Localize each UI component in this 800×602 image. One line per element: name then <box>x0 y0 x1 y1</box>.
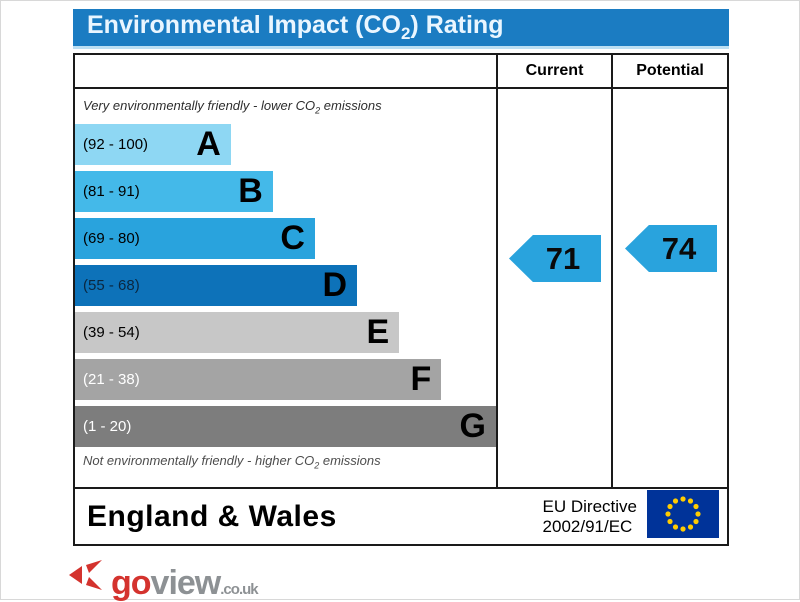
eu-flag-icon <box>647 490 719 543</box>
band-letter: G <box>459 407 486 446</box>
potential-rating-arrow: 74 <box>625 225 717 272</box>
goview-arrow-icon <box>65 557 105 598</box>
chart-title-bar: Environmental Impact (CO2) Rating <box>73 9 729 49</box>
current-rating-arrow: 71 <box>509 235 601 282</box>
band-row-a: (92 - 100) A <box>75 123 231 165</box>
band-row-c: (69 - 80) C <box>75 217 315 259</box>
band-letter: F <box>410 360 432 399</box>
table-footer-row: England & Wales EU Directive 2002/91/EC <box>75 489 727 544</box>
rating-table: Current Potential Very environmentally f… <box>73 53 729 546</box>
band-range: (69 - 80) <box>83 229 140 247</box>
potential-rating-value: 74 <box>661 230 697 266</box>
rating-arrow-shape: 74 <box>625 225 717 272</box>
band-letter: B <box>238 172 263 211</box>
chart-title: Environmental Impact (CO2) Rating <box>87 11 504 43</box>
eu-directive-label: EU Directive 2002/91/EC <box>542 496 637 536</box>
band-letter: E <box>366 313 390 352</box>
band-row-g: (1 - 20) G <box>75 405 496 447</box>
header-cell-current: Current <box>496 55 611 87</box>
header-cell-potential: Potential <box>611 55 727 87</box>
potential-column: 74 <box>611 89 727 487</box>
band-row-e: (39 - 54) E <box>75 311 400 353</box>
band-letter: A <box>196 125 221 164</box>
eu-flag-stars <box>665 496 701 532</box>
band-letter: C <box>280 219 305 258</box>
current-column: 71 <box>496 89 611 487</box>
table-body-row: Very environmentally friendly - lower CO… <box>75 89 727 489</box>
header-cell-bands <box>75 55 496 87</box>
goview-logo-text: goview.co.uk <box>111 564 259 602</box>
current-rating-value: 71 <box>545 240 581 276</box>
band-range: (39 - 54) <box>83 323 140 341</box>
table-header-row: Current Potential <box>75 55 727 89</box>
band-range: (92 - 100) <box>83 135 149 153</box>
rating-arrow-shape: 71 <box>509 235 601 282</box>
goview-logo: goview.co.uk <box>65 557 259 602</box>
region-label: England & Wales <box>87 499 337 533</box>
band-row-b: (81 - 91) B <box>75 170 273 212</box>
bands-column: Very environmentally friendly - lower CO… <box>75 89 496 487</box>
band-range: (55 - 68) <box>83 276 140 294</box>
top-caption: Very environmentally friendly - lower CO… <box>83 98 382 116</box>
bottom-caption: Not environmentally friendly - higher CO… <box>83 452 381 471</box>
band-row-d: (55 - 68) D <box>75 264 358 306</box>
band-letter: D <box>322 266 348 305</box>
band-range: (81 - 91) <box>83 182 140 200</box>
band-row-f: (21 - 38) F <box>75 358 442 400</box>
band-range: (21 - 38) <box>83 370 140 388</box>
band-range: (1 - 20) <box>83 417 132 435</box>
